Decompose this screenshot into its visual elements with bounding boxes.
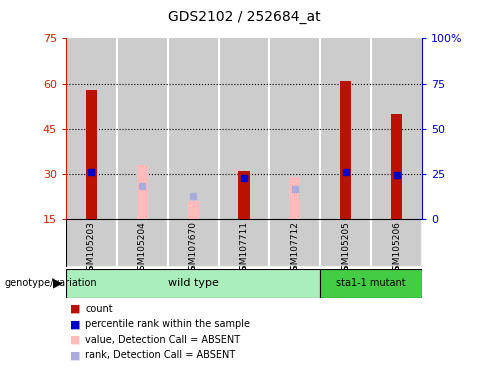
Text: GSM105203: GSM105203 <box>87 221 96 276</box>
Bar <box>117 219 168 267</box>
Bar <box>86 89 97 219</box>
Text: count: count <box>85 304 113 314</box>
Text: GSM107670: GSM107670 <box>188 221 198 276</box>
Text: GSM107711: GSM107711 <box>240 221 248 276</box>
Bar <box>239 171 249 219</box>
Bar <box>371 38 422 219</box>
Text: percentile rank within the sample: percentile rank within the sample <box>85 319 250 329</box>
Bar <box>137 165 148 219</box>
Bar <box>340 81 351 219</box>
Text: ■: ■ <box>70 350 81 360</box>
Text: ■: ■ <box>70 304 81 314</box>
Text: value, Detection Call = ABSENT: value, Detection Call = ABSENT <box>85 335 241 345</box>
Text: rank, Detection Call = ABSENT: rank, Detection Call = ABSENT <box>85 350 236 360</box>
Text: GSM105205: GSM105205 <box>341 221 350 276</box>
Bar <box>289 177 301 219</box>
Text: ▶: ▶ <box>53 277 62 290</box>
Text: sta1-1 mutant: sta1-1 mutant <box>336 278 406 288</box>
Text: ■: ■ <box>70 319 81 329</box>
Bar <box>66 269 320 298</box>
Text: GDS2102 / 252684_at: GDS2102 / 252684_at <box>168 10 320 23</box>
Bar <box>168 38 219 219</box>
Bar <box>320 219 371 267</box>
Text: GSM107712: GSM107712 <box>290 221 300 276</box>
Text: wild type: wild type <box>168 278 219 288</box>
Bar <box>320 38 371 219</box>
Bar <box>269 38 320 219</box>
Bar <box>391 114 402 219</box>
Text: GSM105204: GSM105204 <box>138 221 147 276</box>
Bar <box>371 219 422 267</box>
Bar <box>168 219 219 267</box>
Text: genotype/variation: genotype/variation <box>5 278 98 288</box>
Bar <box>269 219 320 267</box>
Bar <box>219 219 269 267</box>
Bar <box>66 38 117 219</box>
Text: GSM105206: GSM105206 <box>392 221 401 276</box>
Bar <box>219 38 269 219</box>
Bar <box>117 38 168 219</box>
Bar <box>320 269 422 298</box>
Text: ■: ■ <box>70 335 81 345</box>
Bar <box>66 219 117 267</box>
Bar <box>187 201 199 219</box>
